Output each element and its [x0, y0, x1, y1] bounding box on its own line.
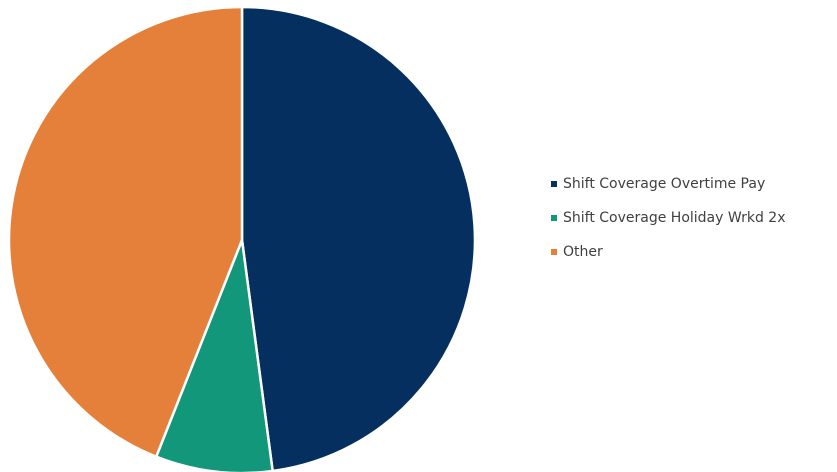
legend-swatch-other [551, 249, 557, 255]
legend-item-overtime-pay: Shift Coverage Overtime Pay [551, 175, 833, 193]
pie-slice-shift-coverage-overtime-pay [240, 5, 477, 472]
pie-slice-shift-coverage-holiday-wrkd-2x [154, 238, 274, 472]
legend-item-other: Other [551, 243, 833, 261]
legend-label-holiday-worked: Shift Coverage Holiday Wrkd 2x [563, 210, 786, 226]
legend-label-overtime-pay: Shift Coverage Overtime Pay [563, 176, 766, 192]
pie-slices [7, 5, 477, 472]
chart-legend: Shift Coverage Overtime Pay Shift Covera… [551, 175, 833, 277]
legend-swatch-holiday-worked [551, 215, 557, 221]
legend-label-other: Other [563, 244, 603, 260]
legend-swatch-overtime-pay [551, 181, 557, 187]
pie-slice-other [7, 5, 244, 458]
legend-item-holiday-worked: Shift Coverage Holiday Wrkd 2x [551, 209, 833, 227]
